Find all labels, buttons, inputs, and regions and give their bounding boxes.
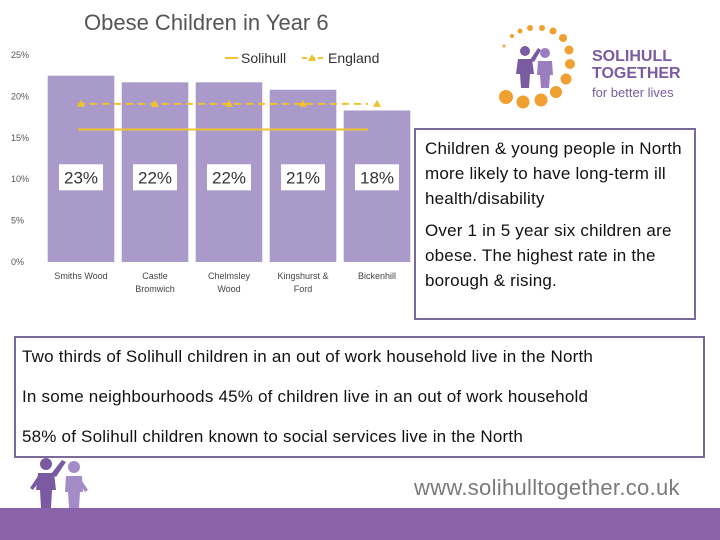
logo-line1: SOLIHULL (592, 48, 672, 65)
y-tick-label: 20% (11, 91, 29, 101)
household-facts-box: Two thirds of Solihull children in an ou… (14, 336, 705, 458)
category-label: Bickenhill (358, 271, 396, 281)
logo-line2: TOGETHER (592, 65, 681, 82)
data-label: 18% (360, 168, 394, 187)
data-label: 21% (286, 168, 320, 187)
info-paragraph: Children & young people in North more li… (425, 139, 682, 208)
data-label: 22% (212, 168, 246, 187)
fact-line: 58% of Solihull children known to social… (22, 427, 523, 446)
category-label: Castle (142, 271, 168, 281)
category-label: Ford (294, 284, 313, 294)
category-label: Smiths Wood (54, 271, 107, 281)
fact-line: In some neighbourhoods 45% of children l… (22, 387, 589, 406)
solihull-together-logo (499, 25, 575, 109)
legend-england-label: England (328, 50, 379, 66)
data-label-box (207, 164, 251, 191)
people-icon (30, 458, 88, 508)
data-label-box (281, 164, 325, 191)
y-tick-label: 25% (11, 50, 29, 60)
legend-solihull-label: Solihull (241, 50, 286, 66)
website-url[interactable]: www.solihulltogether.co.uk (414, 475, 680, 500)
category-label: Chelmsley (208, 271, 251, 281)
data-label-box (355, 164, 399, 191)
y-tick-label: 0% (11, 257, 24, 267)
england-marker (225, 99, 233, 107)
chart-title: Obese Children in Year 6 (84, 10, 329, 35)
category-label: Kingshurst & (277, 271, 328, 281)
england-marker (77, 99, 85, 107)
obesity-chart: Obese Children in Year 6 0% 5% 10% 15% 20% 25%… (11, 10, 411, 294)
data-label: 23% (64, 168, 98, 187)
y-tick-label: 15% (11, 133, 29, 143)
category-label: Bromwich (135, 284, 175, 294)
info-paragraph: Over 1 in 5 year six children are obese.… (425, 221, 672, 290)
north-health-box: Children & young people in North more li… (414, 128, 696, 320)
fact-line: Two thirds of Solihull children in an ou… (22, 347, 594, 366)
england-marker (299, 99, 307, 107)
data-label-box (133, 164, 177, 191)
category-label: Wood (217, 284, 240, 294)
logo-people-icon (516, 46, 553, 88)
footer-bar (0, 508, 720, 540)
england-marker (151, 99, 159, 107)
logo-tagline: for better lives (592, 85, 674, 100)
y-tick-label: 10% (11, 174, 29, 184)
logo-dots-icon (499, 25, 575, 109)
england-marker (373, 99, 381, 107)
data-label: 22% (138, 168, 172, 187)
logo-wordmark: SOLIHULL TOGETHER (592, 48, 681, 82)
legend-england-marker (308, 54, 316, 61)
data-label-box (59, 164, 103, 191)
y-tick-label: 5% (11, 216, 24, 226)
